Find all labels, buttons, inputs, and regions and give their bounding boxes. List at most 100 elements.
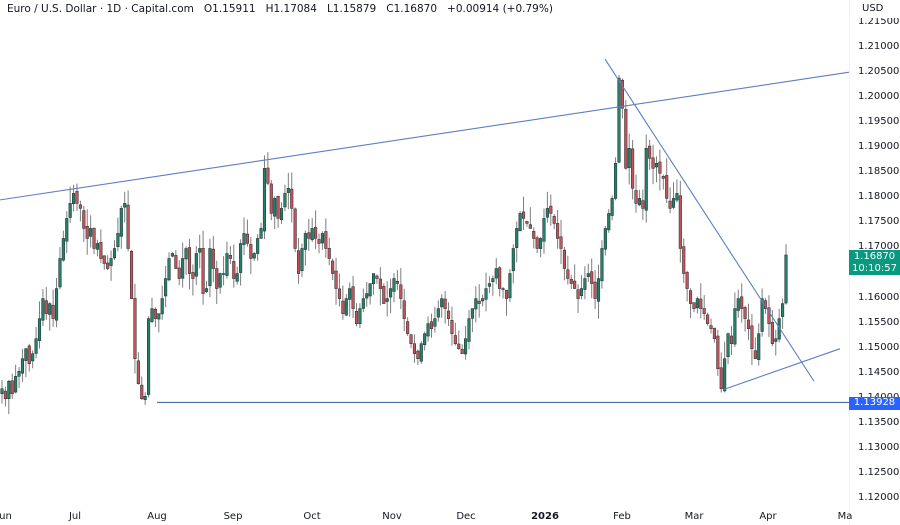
candle-down: [406, 321, 410, 334]
candle-up: [470, 308, 474, 319]
candle-up: [542, 218, 546, 242]
low-value: 1.15879: [332, 3, 377, 15]
candle-down: [354, 311, 359, 324]
candle-up: [614, 163, 618, 199]
candle-up: [637, 198, 641, 206]
candle-down: [525, 221, 529, 224]
candle-up: [603, 228, 607, 250]
candle-down: [331, 260, 335, 274]
trendline[interactable]: [722, 348, 841, 391]
candle-up: [54, 288, 59, 321]
open-value: 1.15911: [212, 3, 256, 15]
candle-up: [423, 333, 427, 345]
candle-down: [453, 335, 457, 344]
candle-up: [170, 253, 174, 257]
candle-up: [515, 228, 519, 248]
time-tick: Mar: [684, 511, 704, 522]
candle-up: [760, 298, 764, 332]
candle-down: [307, 232, 311, 239]
candle-down: [692, 302, 696, 309]
candle-down: [573, 280, 577, 289]
candle-down: [324, 231, 328, 249]
candle-down: [566, 269, 570, 279]
symbol-name[interactable]: Euro / U.S. Dollar: [7, 3, 97, 15]
trendline[interactable]: [604, 58, 815, 382]
candle-up: [627, 148, 631, 168]
candle-down: [327, 248, 331, 259]
price-tick: 1.13500: [858, 416, 900, 428]
candle-down: [532, 231, 536, 239]
candle-up: [385, 298, 389, 302]
last-price: 1.16870: [853, 251, 896, 262]
candle-up: [167, 258, 171, 281]
candle-down: [245, 233, 249, 244]
candle-up: [781, 303, 785, 317]
candle-up: [34, 338, 38, 354]
price-tick: 1.20000: [858, 91, 900, 103]
candle-up: [419, 343, 423, 362]
candle-up: [7, 381, 11, 400]
candle-down: [276, 196, 280, 219]
time-tick: Nov: [382, 511, 402, 522]
candle-up: [164, 278, 168, 297]
candle-down: [559, 236, 563, 249]
candle-up: [545, 208, 549, 218]
candle-up: [586, 273, 590, 277]
candle-up: [487, 283, 491, 287]
price-tick: 1.18500: [858, 166, 900, 178]
candle-up: [157, 313, 161, 320]
candle-up: [539, 238, 543, 249]
candle-up: [365, 293, 369, 299]
candle-up: [361, 298, 365, 309]
price-tick: 1.13000: [858, 441, 900, 453]
candle-down: [399, 284, 403, 299]
candle-down: [10, 380, 14, 395]
candle-down: [477, 300, 481, 304]
candle-up: [654, 163, 659, 168]
candle-down: [375, 275, 379, 279]
currency-label[interactable]: USD: [849, 0, 900, 18]
candle-down: [552, 216, 556, 224]
candle-up: [511, 248, 515, 272]
candle-down: [685, 272, 689, 289]
time-tick: Feb: [613, 511, 631, 522]
candle-up: [89, 228, 93, 237]
candle-up: [242, 233, 246, 245]
low-label: L: [326, 3, 333, 15]
candle-down: [232, 261, 236, 279]
candle-down: [351, 286, 355, 309]
candle-down: [702, 308, 706, 314]
candle-down: [44, 300, 48, 314]
candle-up: [31, 353, 35, 362]
candle-down: [770, 321, 774, 344]
candle-down: [750, 325, 754, 349]
time-tick: Oct: [303, 511, 321, 522]
candle-up: [389, 288, 393, 298]
candle-down: [409, 334, 413, 344]
candle-down: [712, 327, 716, 339]
trendline[interactable]: [0, 71, 851, 201]
candle-down: [92, 227, 96, 249]
candle-up: [358, 308, 362, 324]
candle-up: [695, 298, 699, 309]
candle-up: [143, 396, 147, 400]
candle-up: [198, 248, 202, 253]
candle-down: [593, 281, 597, 299]
candle-down: [716, 335, 720, 369]
candle-up: [610, 198, 614, 216]
candle-up: [481, 298, 485, 302]
candle-up: [784, 254, 788, 304]
bar-countdown: 10:10:57: [852, 263, 897, 274]
candle-up: [184, 248, 188, 260]
candle-down: [140, 384, 144, 400]
candle-up: [218, 273, 222, 288]
time-tick: Sep: [223, 511, 243, 522]
candle-down: [402, 300, 406, 319]
candle-down: [211, 248, 215, 269]
price-tick: 1.15000: [858, 341, 900, 353]
candle-down: [535, 237, 539, 249]
candle-up: [239, 243, 243, 273]
candle-up: [235, 273, 239, 282]
candle-up: [24, 348, 28, 361]
